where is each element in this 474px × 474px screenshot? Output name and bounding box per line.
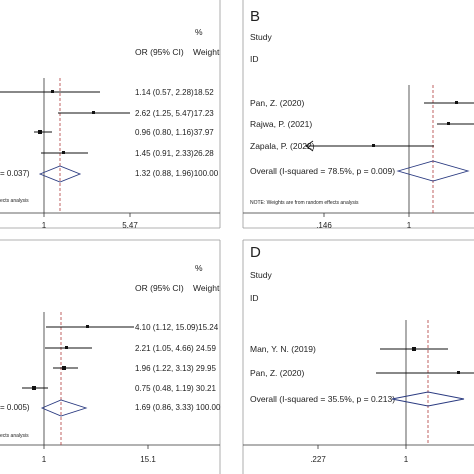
panel-b-letter: B — [250, 8, 260, 25]
panel-b-row-3-marker — [372, 144, 375, 147]
panel-b-study-header: Study — [250, 32, 272, 42]
panel-a-overall-label: 1.32 (0.88, 1.96)100.00 — [135, 169, 219, 178]
panel-a-overall-diamond — [38, 165, 82, 183]
panel-b-footnote: NOTE: Weights are from random effects an… — [250, 200, 359, 206]
panel-a-footnote: ects analysis — [0, 198, 29, 204]
panel-c-overall-label: 1.69 (0.86, 3.33) 100.00 — [135, 403, 221, 412]
panel-c-weight-header: Weight — [193, 283, 220, 293]
panel-a-row-3-marker — [38, 130, 42, 134]
panel-b-tick-label-1: .146 — [316, 221, 332, 230]
panel-c-effect-header: OR (95% CI) — [135, 283, 184, 293]
panel-a-row-2-label: 2.62 (1.25, 5.47)17.23 — [135, 109, 214, 118]
panel-a-row-4-label: 1.45 (0.91, 2.33)26.28 — [135, 149, 214, 158]
panel-c-row-4-label: 0.75 (0.48, 1.19) 30.21 — [135, 384, 217, 393]
panel-d-row-2-study: Pan, Z. (2020) — [250, 368, 305, 378]
panel-d-tick-label-2: 1 — [404, 455, 409, 464]
panel-b-row-1-marker — [455, 101, 458, 104]
panel-b-overall-text: Overall (I-squared = 78.5%, p = 0.009) — [250, 166, 395, 176]
panel-b-overall-diamond — [396, 160, 470, 182]
panel-c-footnote: ects analysis — [0, 433, 29, 439]
panel-d-row-2-marker — [457, 371, 460, 374]
panel-a-weight-header: Weight — [193, 47, 220, 57]
panel-b-tick-label-2: 1 — [407, 221, 412, 230]
panel-d-row-1-study: Man, Y. N. (2019) — [250, 344, 316, 354]
panel-a-percent-header: % — [195, 27, 203, 37]
panel-b-row-3-arrow — [305, 140, 314, 152]
panel-c-row-2-label: 2.21 (1.05, 4.66) 24.59 — [135, 344, 217, 353]
panel-c-percent-header: % — [195, 263, 203, 273]
panel-c-row-3-label: 1.96 (1.22, 3.13) 29.95 — [135, 364, 217, 373]
panel-c-tick-label-1: 1 — [42, 455, 47, 464]
panel-b-id-header: ID — [250, 54, 259, 64]
panel-a-effect-header: OR (95% CI) — [135, 47, 184, 57]
panel-c-overall-diamond — [40, 399, 88, 417]
panel-c-row-4-marker — [32, 386, 36, 390]
panel-a-tick-label-2: 5.47 — [122, 221, 138, 230]
panel-a-row-3-label: 0.96 (0.80, 1.16)37.97 — [135, 128, 214, 137]
panel-a-row-1-marker — [51, 90, 54, 93]
panel-d-study-header: Study — [250, 270, 272, 280]
panel-c-row-1-marker — [86, 325, 89, 328]
panel-d-tick-label-1: .227 — [310, 455, 326, 464]
panel-c-tick-label-2: 15.1 — [140, 455, 156, 464]
panel-c-row-1-label: 4.10 (1.12, 15.09)15.24 — [135, 323, 219, 332]
panel-a: % OR (95% CI) Weight 1.14 (0.57, 2.28)18… — [0, 0, 221, 230]
panel-b-row-2-marker — [447, 122, 450, 125]
panel-a-overall-text: = 0.037) — [0, 169, 30, 178]
panel-b: B Study ID Pan, Z. (2020) Rajwa, P. (202… — [242, 0, 474, 230]
panel-d: D Study ID Man, Y. N. (2019) Pan, Z. (20… — [242, 239, 474, 474]
panel-a-row-1-label: 1.14 (0.57, 2.28)18.52 — [135, 88, 214, 97]
panel-a-row-2-marker — [92, 111, 95, 114]
panel-c: % OR (95% CI) Weight 4.10 (1.12, 15.09)1… — [0, 239, 221, 474]
panel-b-row-2-study: Rajwa, P. (2021) — [250, 119, 312, 129]
panel-d-row-1-marker — [412, 347, 416, 351]
panel-b-row-1-study: Pan, Z. (2020) — [250, 98, 305, 108]
panel-b-row-3-study: Zapala, P. (2022) — [250, 141, 315, 151]
panel-d-id-header: ID — [250, 293, 259, 303]
panel-d-overall-diamond — [391, 391, 465, 407]
panel-d-overall-text: Overall (I-squared = 35.5%, p = 0.213) — [250, 394, 395, 404]
panel-d-letter: D — [250, 244, 261, 261]
panel-c-overall-text: = 0.005) — [0, 403, 30, 412]
panel-c-row-2-marker — [65, 346, 68, 349]
panel-a-tick-label-1: 1 — [42, 221, 47, 230]
panel-c-row-3-marker — [62, 366, 66, 370]
panel-a-row-4-marker — [62, 151, 65, 154]
